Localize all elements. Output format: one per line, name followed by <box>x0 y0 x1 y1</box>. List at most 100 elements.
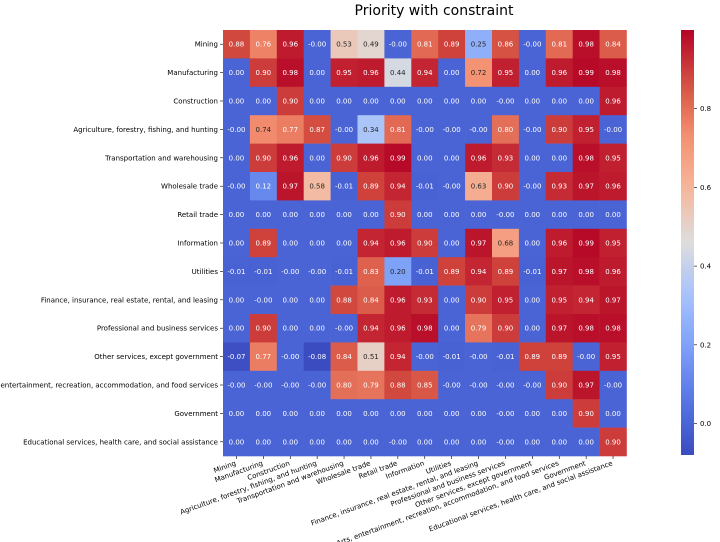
heatmap-cell <box>384 86 412 116</box>
cell-value-label: 0.00 <box>256 98 272 106</box>
y-tick-label: Transportation and warehousing <box>104 154 218 162</box>
cell-value-label: 0.00 <box>605 211 621 219</box>
heatmap-cell <box>411 143 439 173</box>
heatmap-cell <box>411 257 439 286</box>
heatmap-cell <box>545 200 573 230</box>
heatmap-cell <box>599 399 627 428</box>
heatmap-cell <box>384 30 412 59</box>
heatmap-cell <box>545 257 573 286</box>
heatmap-cell <box>518 115 547 144</box>
cell-value-label: 0.93 <box>498 154 514 162</box>
cell-value-label: 0.94 <box>390 183 406 191</box>
heatmap-cell <box>572 285 600 315</box>
y-tick-label: Retail trade <box>177 211 218 219</box>
heatmap-cell <box>518 200 547 230</box>
cell-value-label: 0.00 <box>525 98 541 106</box>
colorbar-tick-label: 0.8 <box>700 105 711 113</box>
cell-value-label: 0.00 <box>525 438 541 446</box>
cell-value-label: 0.00 <box>229 98 245 106</box>
heatmap-cell <box>384 143 412 173</box>
cell-value-label: 0.00 <box>282 211 298 219</box>
heatmap-cell <box>276 115 304 144</box>
heatmap-cell <box>303 399 331 428</box>
heatmap-cell <box>357 314 385 343</box>
cell-value-label: -0.01 <box>254 268 272 276</box>
cell-value-label: 0.00 <box>309 69 325 77</box>
cell-value-label: 0.90 <box>256 154 272 162</box>
heatmap-cell <box>411 342 439 372</box>
cell-value-label: 0.00 <box>282 325 298 333</box>
cell-value-label: 0.00 <box>336 410 352 418</box>
cell-value-label: 0.00 <box>444 438 460 446</box>
heatmap-cell <box>438 427 466 457</box>
cell-value-label: -0.00 <box>416 353 434 361</box>
heatmap-cell <box>572 30 600 59</box>
cell-value-label: 0.81 <box>390 126 406 134</box>
heatmap-cell <box>357 399 385 428</box>
heatmap-cell <box>384 228 412 258</box>
cell-value-label: -0.00 <box>496 382 514 390</box>
cell-value-label: 0.90 <box>605 438 621 446</box>
heatmap-cell <box>357 143 385 173</box>
cell-value-label: 0.97 <box>551 325 567 333</box>
cell-value-label: 0.00 <box>282 438 298 446</box>
cell-value-label: 0.72 <box>471 69 487 77</box>
heatmap-cell <box>249 399 278 428</box>
heatmap-cell <box>545 172 573 201</box>
heatmap-cell <box>276 172 304 201</box>
cell-value-label: -0.00 <box>227 382 245 390</box>
y-tick-label: Other services, except government <box>94 353 218 361</box>
heatmap-cell <box>357 200 385 230</box>
cell-value-label: -0.01 <box>335 268 353 276</box>
heatmap-cell <box>518 30 547 59</box>
heatmap-cell <box>438 115 466 144</box>
heatmap-cell <box>492 370 520 400</box>
heatmap-cell <box>465 399 493 428</box>
cell-value-label: 0.00 <box>363 438 379 446</box>
heatmap-cell <box>276 427 304 457</box>
heatmap-cell <box>384 257 412 286</box>
heatmap-cell <box>518 86 547 116</box>
cell-value-label: 0.51 <box>363 353 379 361</box>
heatmap-cell <box>384 427 412 457</box>
heatmap-cell <box>518 427 547 457</box>
cell-value-label: 0.96 <box>605 268 621 276</box>
heatmap-cell <box>384 200 412 230</box>
cell-value-label: 0.00 <box>229 69 245 77</box>
heatmap-cell <box>492 228 520 258</box>
cell-value-label: 0.00 <box>551 410 567 418</box>
cell-value-label: -0.00 <box>496 410 514 418</box>
heatmap-cell <box>599 172 627 201</box>
heatmap-cell <box>465 30 493 59</box>
y-tick-label: Agriculture, forestry, fishing, and hunt… <box>73 126 218 134</box>
cell-value-label: 0.88 <box>229 41 245 49</box>
heatmap-cell <box>465 427 493 457</box>
cell-value-label: -0.00 <box>496 98 514 106</box>
cell-value-label: 0.00 <box>282 410 298 418</box>
heatmap-cell <box>357 427 385 457</box>
cell-value-label: -0.00 <box>335 126 353 134</box>
cell-value-label: -0.00 <box>308 41 326 49</box>
cell-value-label: -0.00 <box>335 325 353 333</box>
y-tick-label: Construction <box>173 98 218 106</box>
heatmap-cell <box>492 86 520 116</box>
colorbar-tick-label: 0.6 <box>700 184 712 192</box>
heatmap-cell <box>465 285 493 315</box>
cell-value-label: 0.96 <box>551 240 567 248</box>
heatmap-cell <box>276 228 304 258</box>
heatmap-cell <box>357 342 385 372</box>
heatmap-cell <box>357 30 385 59</box>
cell-value-label: -0.01 <box>227 268 245 276</box>
heatmap-cell <box>303 115 331 144</box>
cell-value-label: -0.00 <box>469 353 487 361</box>
heatmap-cell <box>249 200 278 230</box>
cell-value-label: 0.96 <box>471 154 487 162</box>
heatmap-cell <box>438 342 466 372</box>
cell-value-label: 0.77 <box>256 353 272 361</box>
cell-value-label: -0.00 <box>227 126 245 134</box>
heatmap-cell <box>303 228 331 258</box>
heatmap-cell <box>357 86 385 116</box>
cell-value-label: 0.00 <box>417 98 433 106</box>
heatmap-cell <box>249 30 278 59</box>
cell-value-label: 0.25 <box>471 41 487 49</box>
